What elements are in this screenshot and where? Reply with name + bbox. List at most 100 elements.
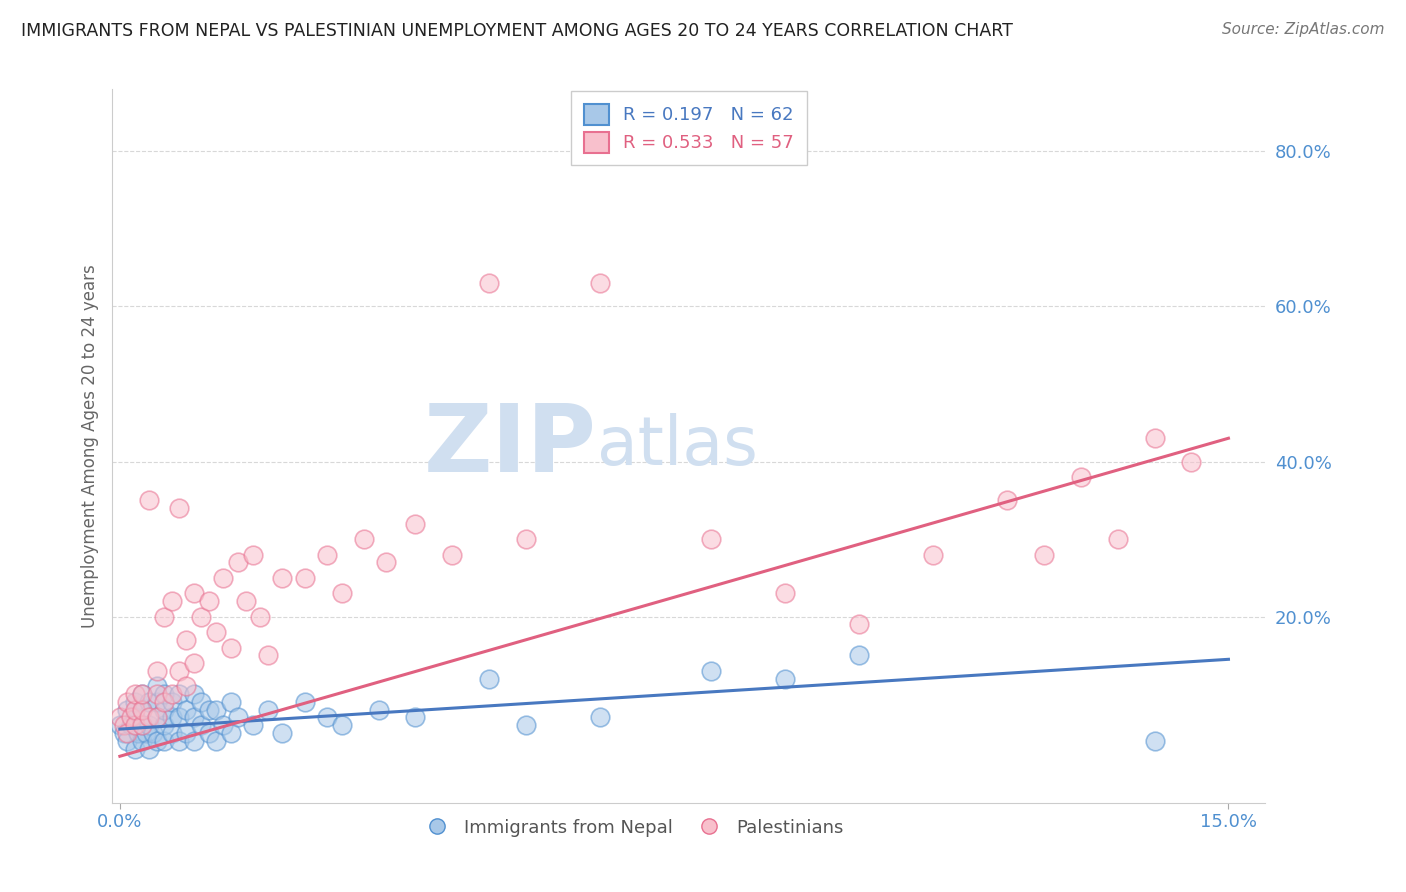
Point xyxy=(153,609,176,624)
Point xyxy=(124,703,146,717)
Point xyxy=(167,664,190,678)
Point xyxy=(146,733,169,747)
Point xyxy=(124,695,146,709)
Point xyxy=(242,548,264,562)
Point xyxy=(131,703,153,717)
Point xyxy=(124,710,146,724)
Point xyxy=(117,726,139,740)
Point xyxy=(131,718,153,732)
Point xyxy=(374,555,396,569)
Point xyxy=(131,733,153,747)
Point xyxy=(146,687,169,701)
Point xyxy=(773,586,796,600)
Point xyxy=(176,680,198,694)
Point xyxy=(131,718,153,732)
Point xyxy=(1143,733,1166,747)
Point xyxy=(367,703,389,717)
Point xyxy=(146,710,169,724)
Point xyxy=(197,594,219,608)
Point xyxy=(212,571,235,585)
Point xyxy=(183,687,205,701)
Point xyxy=(138,710,160,724)
Point xyxy=(131,703,153,717)
Point xyxy=(131,687,153,701)
Point xyxy=(153,733,176,747)
Point xyxy=(700,664,723,678)
Point xyxy=(226,555,249,569)
Point xyxy=(219,726,242,740)
Point xyxy=(131,687,153,701)
Point xyxy=(1180,454,1202,468)
Point xyxy=(120,718,142,732)
Point xyxy=(294,571,316,585)
Point xyxy=(256,703,278,717)
Point xyxy=(160,695,183,709)
Point xyxy=(219,695,242,709)
Point xyxy=(242,718,264,732)
Point xyxy=(160,710,183,724)
Point xyxy=(117,703,139,717)
Point xyxy=(176,726,198,740)
Point xyxy=(124,687,146,701)
Point xyxy=(848,617,870,632)
Point xyxy=(205,733,228,747)
Point xyxy=(138,718,160,732)
Point xyxy=(190,609,212,624)
Point xyxy=(138,741,160,756)
Point xyxy=(160,594,183,608)
Point xyxy=(183,710,205,724)
Point xyxy=(515,718,537,732)
Point xyxy=(205,703,228,717)
Point xyxy=(589,710,612,724)
Point xyxy=(197,703,219,717)
Point xyxy=(160,726,183,740)
Point xyxy=(135,726,157,740)
Text: atlas: atlas xyxy=(596,413,758,479)
Point xyxy=(117,733,139,747)
Point xyxy=(921,548,943,562)
Point xyxy=(138,493,160,508)
Point xyxy=(190,695,212,709)
Point xyxy=(127,726,149,740)
Point xyxy=(478,276,501,290)
Point xyxy=(212,718,235,732)
Point xyxy=(153,687,176,701)
Point xyxy=(112,726,135,740)
Point xyxy=(153,695,176,709)
Point xyxy=(183,656,205,670)
Text: Source: ZipAtlas.com: Source: ZipAtlas.com xyxy=(1222,22,1385,37)
Point xyxy=(167,710,190,724)
Point xyxy=(167,501,190,516)
Point xyxy=(330,718,353,732)
Point xyxy=(848,648,870,663)
Point xyxy=(773,672,796,686)
Point xyxy=(146,680,169,694)
Point xyxy=(1070,470,1092,484)
Point xyxy=(146,710,169,724)
Point xyxy=(176,632,198,647)
Point xyxy=(249,609,271,624)
Point xyxy=(441,548,464,562)
Point xyxy=(153,703,176,717)
Point xyxy=(589,276,612,290)
Point xyxy=(219,640,242,655)
Point xyxy=(160,687,183,701)
Point xyxy=(108,710,131,724)
Point xyxy=(205,625,228,640)
Point xyxy=(271,571,294,585)
Point xyxy=(1032,548,1054,562)
Point xyxy=(226,710,249,724)
Point xyxy=(124,718,146,732)
Point xyxy=(478,672,501,686)
Point xyxy=(146,664,169,678)
Point xyxy=(405,710,427,724)
Point xyxy=(271,726,294,740)
Point xyxy=(1143,431,1166,445)
Point xyxy=(235,594,257,608)
Point xyxy=(183,586,205,600)
Point xyxy=(167,687,190,701)
Point xyxy=(190,718,212,732)
Point xyxy=(256,648,278,663)
Point xyxy=(138,695,160,709)
Point xyxy=(117,695,139,709)
